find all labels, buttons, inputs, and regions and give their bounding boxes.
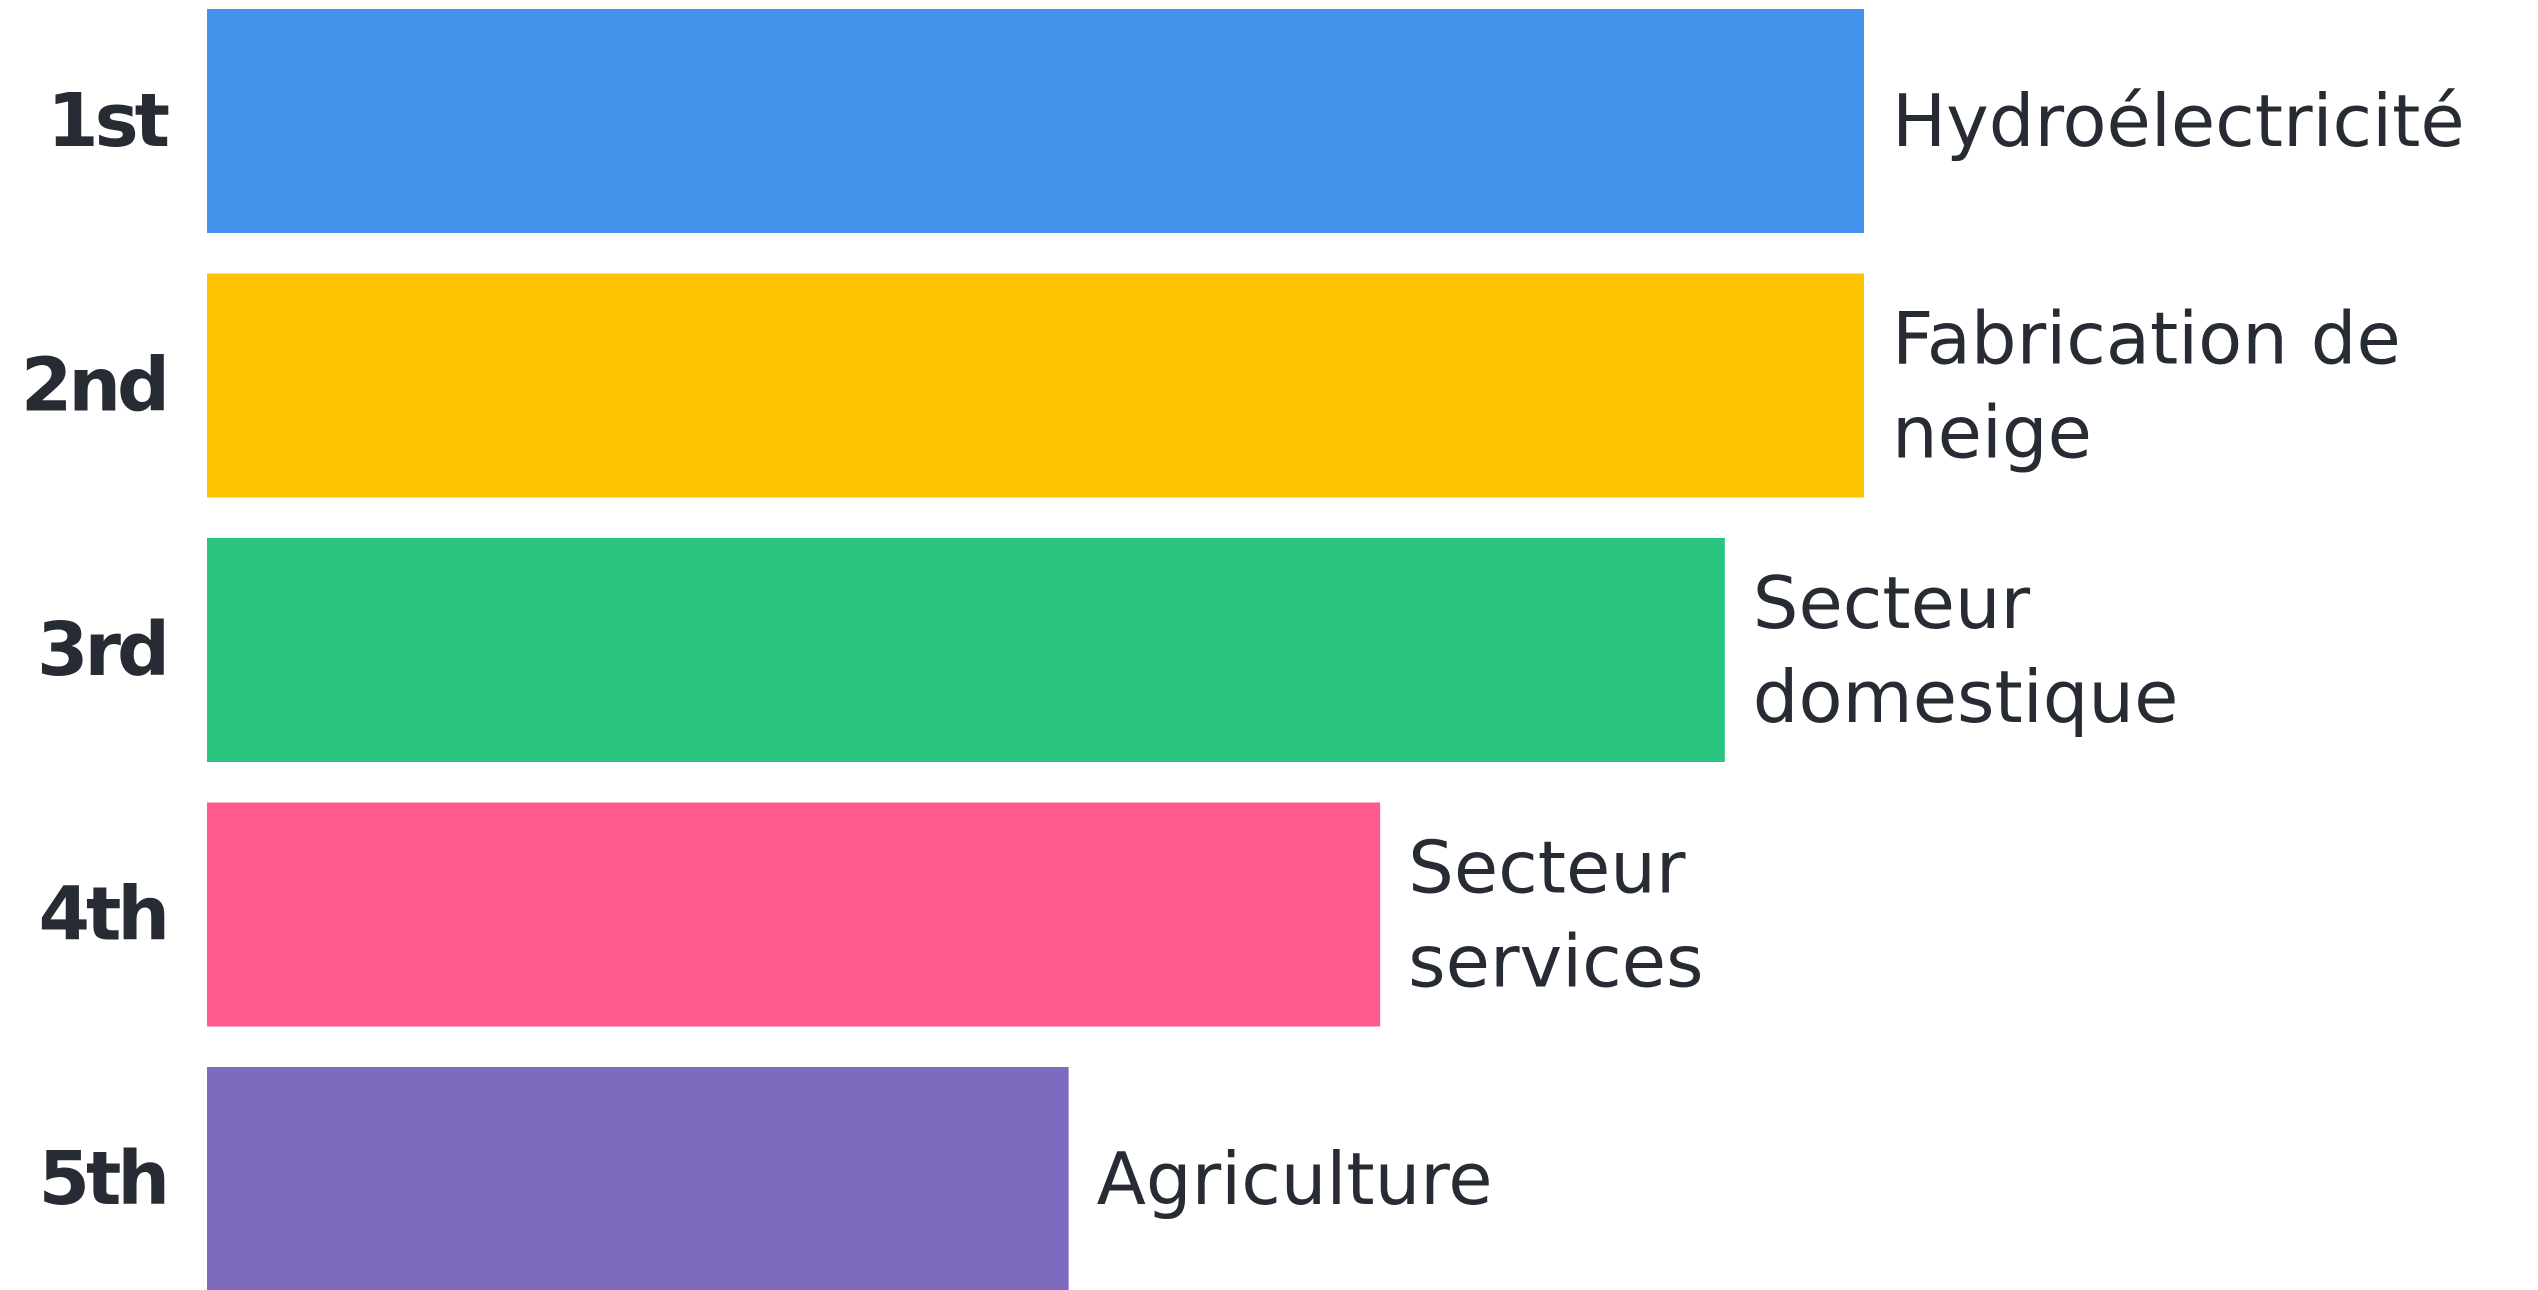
- bars-group: 1st Hydroélectricité 2nd Fabrication de neig…: [21, 9, 2465, 1290]
- category-label-line: Fabrication de: [1892, 297, 2401, 381]
- category-label-3rd: Secteur domestique: [1753, 561, 2179, 739]
- category-label-2nd: Fabrication de neige: [1892, 297, 2401, 475]
- category-label-1st: Hydroélectricité: [1892, 79, 2465, 163]
- category-label-5th: Agriculture: [1097, 1137, 1493, 1221]
- bar-3rd: [207, 538, 1725, 762]
- category-label-line: Secteur: [1753, 561, 2031, 645]
- category-label-line: Secteur: [1408, 826, 1686, 910]
- category-label-line: Agriculture: [1097, 1137, 1493, 1221]
- category-label-line: neige: [1892, 391, 2092, 475]
- bar-1st: [207, 9, 1864, 233]
- bar-4th: [207, 802, 1381, 1027]
- rank-label-3rd: 3rd: [37, 607, 166, 693]
- rank-label-2nd: 2nd: [21, 343, 166, 429]
- bar-5th: [207, 1067, 1069, 1290]
- category-label-line: domestique: [1753, 655, 2179, 739]
- category-label-line: Hydroélectricité: [1892, 79, 2465, 163]
- rank-label-1st: 1st: [47, 78, 169, 164]
- bar-2nd: [207, 273, 1864, 498]
- rank-label-5th: 5th: [38, 1136, 166, 1222]
- category-label-line: services: [1408, 920, 1703, 1004]
- category-label-4th: Secteur services: [1408, 826, 1703, 1004]
- rank-label-4th: 4th: [38, 872, 166, 958]
